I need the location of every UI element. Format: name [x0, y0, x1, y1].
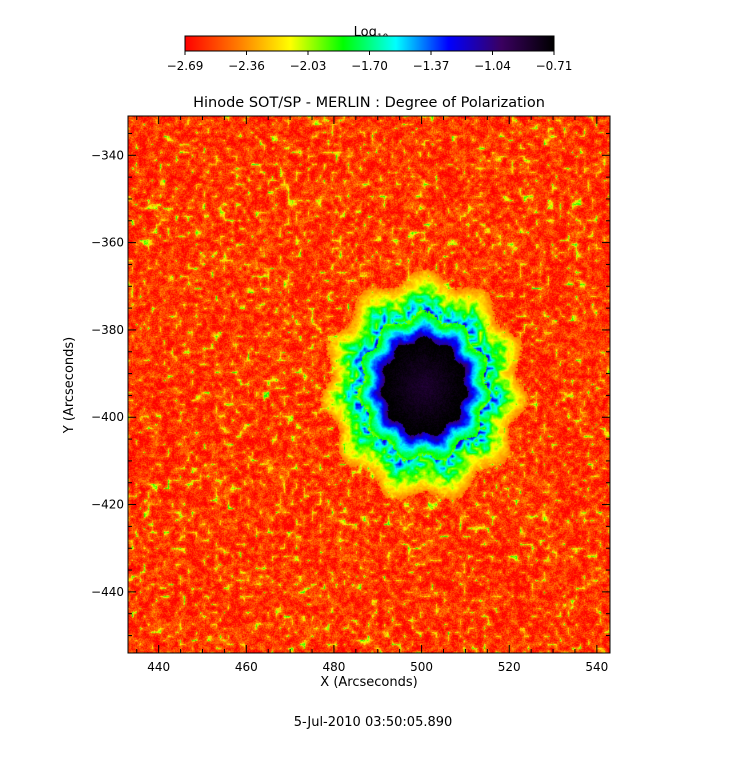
colorbar [184, 35, 555, 52]
plot-frame [127, 115, 611, 654]
colorbar-tick-label: −1.37 [413, 59, 450, 73]
y-tick-label: −340 [91, 148, 124, 162]
polarization-heatmap [128, 116, 610, 653]
x-tick-label: 480 [322, 660, 345, 674]
chart-title: Hinode SOT/SP - MERLIN : Degree of Polar… [193, 95, 545, 111]
x-tick-label: 460 [235, 660, 258, 674]
x-tick-label: 440 [147, 660, 170, 674]
colorbar-tick-label: −1.04 [474, 59, 511, 73]
colorbar-tick-label: −0.71 [536, 59, 573, 73]
x-tick-label: 500 [410, 660, 433, 674]
colorbar-tick-label: −2.36 [228, 59, 265, 73]
colorbar-tick-label: −2.69 [167, 59, 204, 73]
y-tick-label: −400 [91, 410, 124, 424]
y-axis-ticks: −340 −360 −380 −400 −420 −440 [91, 132, 610, 637]
y-axis-label: Y (Arcseconds) [62, 337, 77, 434]
y-tick-label: −360 [91, 236, 124, 250]
x-axis-label: X (Arcseconds) [320, 675, 417, 690]
colorbar-tick-label: −1.70 [351, 59, 388, 73]
x-tick-label: 540 [585, 660, 608, 674]
x-tick-label: 520 [498, 660, 521, 674]
y-tick-label: −420 [91, 498, 124, 512]
colorbar-tick-label: −2.03 [290, 59, 327, 73]
colorbar-ticks: −2.69 −2.36 −2.03 −1.70 −1.37 −1.04 −0.71 [167, 51, 573, 73]
x-axis-ticks: 440 460 480 500 520 540 [136, 116, 608, 674]
y-tick-label: −440 [91, 585, 124, 599]
y-tick-label: −380 [91, 323, 124, 337]
date-label: 5-Jul-2010 03:50:05.890 [294, 715, 453, 730]
